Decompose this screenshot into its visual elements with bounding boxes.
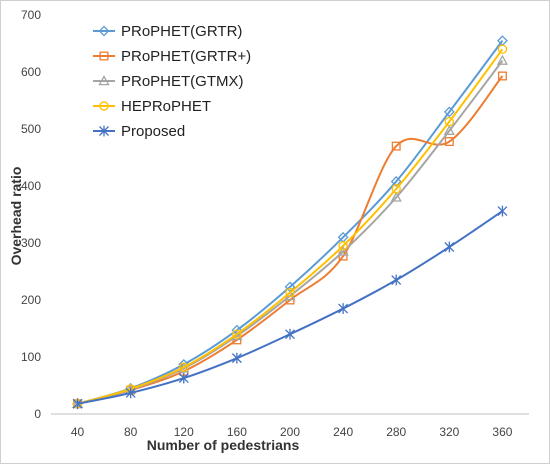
series-proposed [72, 205, 508, 410]
data-point [99, 125, 109, 137]
x-tick-label: 120 [174, 425, 194, 439]
x-axis-title: Number of pedestrians [147, 437, 300, 453]
data-point [444, 116, 455, 127]
legend-label: PRoPHET(GRTR+) [121, 48, 251, 65]
series-line [77, 210, 504, 405]
y-tick-label: 600 [21, 65, 41, 79]
y-tick-labels: 0 100 200 300 400 500 600 700 [21, 8, 41, 421]
series-line [77, 40, 504, 405]
data-point [390, 191, 402, 202]
x-tick-label: 160 [227, 425, 247, 439]
data-point [497, 71, 507, 81]
data-point [232, 329, 242, 339]
series-layer [71, 35, 509, 410]
data-point [179, 362, 189, 372]
data-point [496, 54, 509, 65]
data-point [72, 398, 83, 410]
legend-item-heprophet: HEPRoPHET [93, 98, 211, 115]
x-tick-label: 200 [280, 425, 300, 439]
legend-item-prophet-grtr: PRoPHET(GRTR+) [93, 48, 251, 65]
x-tick-label: 80 [124, 425, 138, 439]
x-tick-label: 320 [439, 425, 459, 439]
data-point [337, 245, 349, 256]
x-tick-label: 360 [492, 425, 512, 439]
data-point [390, 176, 402, 187]
y-tick-label: 200 [21, 293, 41, 307]
data-point [497, 205, 508, 217]
data-point [391, 274, 402, 286]
x-tick-labels: 40 80 120 160 200 240 280 320 360 [71, 425, 513, 439]
legend-item-prophet-grtr: PRoPHET(GRTR) [93, 23, 242, 40]
legend-label: HEPRoPHET [121, 98, 211, 115]
y-tick-label: 700 [21, 8, 41, 22]
data-point [444, 241, 455, 253]
y-tick-label: 300 [21, 236, 41, 250]
legend: PRoPHET(GRTR) PRoPHET(GRTR+) PRoPHET(GTMX)… [93, 23, 251, 140]
series-prophet-grtr [72, 35, 508, 410]
data-point [338, 303, 349, 314]
x-tick-label: 240 [333, 425, 353, 439]
legend-label: Proposed [121, 123, 185, 140]
y-tick-label: 100 [21, 350, 41, 364]
legend-label: PRoPHET(GTMX) [121, 73, 244, 90]
data-point [178, 372, 189, 384]
data-point [444, 137, 454, 147]
data-point [125, 387, 136, 399]
data-point [285, 328, 295, 340]
data-point [391, 141, 401, 151]
data-point [98, 25, 110, 37]
data-point [497, 44, 508, 54]
data-point [443, 124, 455, 135]
data-point [99, 51, 109, 61]
x-tick-label: 280 [386, 425, 406, 439]
y-axis-title: Overhead ratio [8, 167, 24, 266]
data-point [391, 184, 401, 194]
data-point [98, 75, 110, 86]
legend-item-prophet-gtmx: PRoPHET(GTMX) [93, 73, 244, 90]
data-point [231, 352, 242, 364]
y-tick-label: 400 [21, 179, 41, 193]
legend-label: PRoPHET(GRTR) [121, 23, 242, 40]
y-tick-label: 500 [21, 122, 41, 136]
y-tick-label: 0 [34, 407, 41, 421]
data-point [285, 287, 295, 298]
data-point [99, 101, 109, 111]
x-tick-label: 40 [71, 425, 85, 439]
data-point [338, 241, 348, 251]
data-point [443, 106, 455, 118]
series-line [77, 48, 504, 405]
legend-item-proposed: Proposed [93, 123, 185, 140]
